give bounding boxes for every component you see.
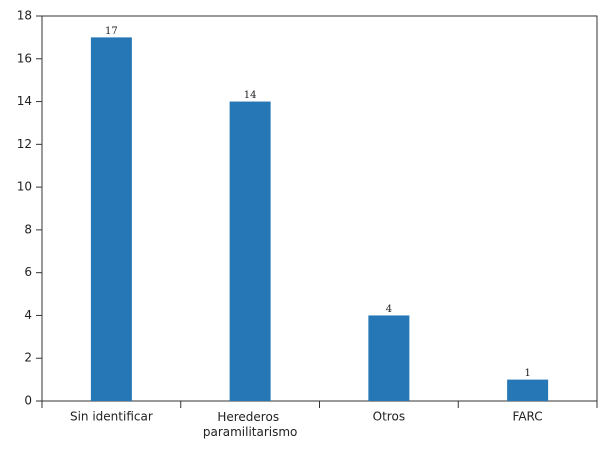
y-tick-label: 10 bbox=[17, 180, 32, 194]
y-tick-label: 14 bbox=[17, 94, 32, 108]
y-tick-label: 2 bbox=[24, 351, 32, 365]
y-tick-label: 12 bbox=[17, 137, 32, 151]
y-tick-label: 4 bbox=[24, 308, 32, 322]
bar bbox=[90, 37, 132, 402]
bar bbox=[507, 379, 549, 401]
x-tick-label: Herederos paramilitarismo bbox=[203, 410, 298, 439]
y-tick-label: 6 bbox=[24, 265, 32, 279]
bar bbox=[368, 315, 410, 401]
x-tick-label: Sin identificar bbox=[70, 410, 153, 424]
value-label: 1 bbox=[524, 368, 530, 379]
y-tick-label: 18 bbox=[17, 9, 32, 23]
y-tick-label: 0 bbox=[24, 394, 32, 408]
value-label: 17 bbox=[105, 26, 118, 37]
y-tick-label: 8 bbox=[24, 222, 32, 236]
x-tick-label: FARC bbox=[513, 410, 543, 424]
bar bbox=[229, 101, 271, 402]
x-tick-label: Otros bbox=[373, 410, 405, 424]
value-label: 14 bbox=[244, 90, 257, 101]
value-label: 4 bbox=[386, 304, 392, 315]
y-tick-label: 16 bbox=[17, 51, 32, 65]
